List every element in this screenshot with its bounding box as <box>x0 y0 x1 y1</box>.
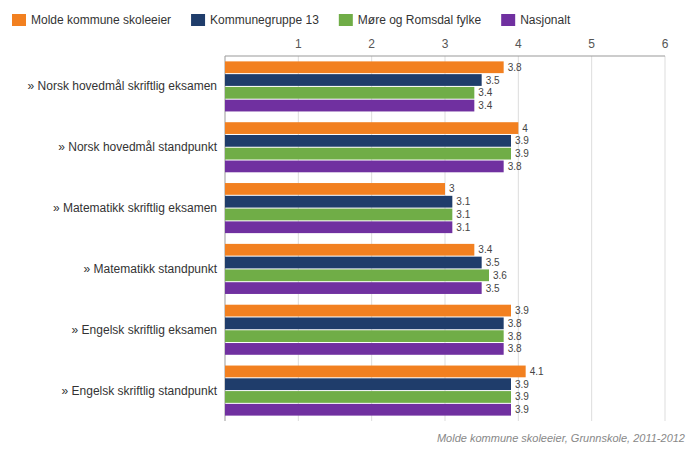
bar <box>225 282 482 294</box>
category-label: » Engelsk skriftlig standpunkt <box>62 384 218 398</box>
category-label: » Norsk hovedmål skriftlig eksamen <box>28 79 217 93</box>
bar <box>225 196 452 208</box>
bar <box>225 161 504 173</box>
grid-line <box>665 56 666 421</box>
data-label: 3.1 <box>456 209 470 220</box>
legend-swatch <box>501 14 515 26</box>
data-label: 3.8 <box>508 62 522 73</box>
data-label: 3.9 <box>515 391 529 402</box>
data-label: 3.4 <box>478 100 492 111</box>
category-label: » Engelsk skriftlig eksamen <box>72 323 217 337</box>
tick-label: 4 <box>515 37 522 51</box>
bar <box>225 209 452 221</box>
legend-label: Møre og Romsdal fylke <box>358 13 482 27</box>
data-label: 3.8 <box>508 343 522 354</box>
chart-container: 1234563.8433.43.94.13.53.93.13.53.83.93.… <box>0 0 695 451</box>
data-label: 3.6 <box>493 270 507 281</box>
bars <box>225 61 526 415</box>
bar <box>225 378 511 390</box>
data-label: 4 <box>522 123 528 134</box>
bar <box>225 183 445 195</box>
data-label: 3.8 <box>508 318 522 329</box>
data-label: 3.9 <box>515 404 529 415</box>
bar <box>225 404 511 416</box>
tick-label: 3 <box>442 37 449 51</box>
data-label: 3.1 <box>456 196 470 207</box>
tick-label: 5 <box>588 37 595 51</box>
bar <box>225 269 489 281</box>
legend-swatch <box>339 14 353 26</box>
legend-swatch <box>191 14 205 26</box>
category-label: » Matematikk standpunkt <box>84 262 218 276</box>
legend-label: Kommunegruppe 13 <box>210 13 319 27</box>
data-label: 3.5 <box>486 75 500 86</box>
data-label: 3 <box>449 183 455 194</box>
data-label: 3.8 <box>508 161 522 172</box>
bar <box>225 257 482 269</box>
data-label: 3.5 <box>486 283 500 294</box>
legend: Molde kommune skoleeier Kommunegruppe 13 M… <box>12 13 571 27</box>
bar <box>225 305 511 317</box>
data-label: 3.9 <box>515 135 529 146</box>
bar <box>225 330 504 342</box>
footnote: Molde kommune skoleeier, Grunnskole, 201… <box>437 432 685 444</box>
legend-label: Molde kommune skoleeier <box>31 13 171 27</box>
tick-label: 1 <box>295 37 302 51</box>
data-label: 3.5 <box>486 257 500 268</box>
bar <box>225 366 526 378</box>
bar <box>225 74 482 86</box>
category-label: » Norsk hovedmål standpunkt <box>58 140 217 154</box>
data-label: 3.4 <box>478 87 492 98</box>
category-label: » Matematikk skriftlig eksamen <box>53 201 217 215</box>
y-axis: » Norsk hovedmål skriftlig eksamen » Nors… <box>28 79 218 397</box>
bar <box>225 135 511 147</box>
bar <box>225 122 518 134</box>
data-label: 3.4 <box>478 244 492 255</box>
chart: 1234563.8433.43.94.13.53.93.13.53.83.93.… <box>0 0 695 451</box>
legend-swatch <box>12 14 26 26</box>
grid-line <box>591 56 592 421</box>
data-labels: 3.8433.43.94.13.53.93.13.53.83.93.43.93.… <box>449 62 544 415</box>
bar <box>225 391 511 403</box>
axis-line <box>225 56 665 57</box>
data-label: 3.1 <box>456 222 470 233</box>
tick-label: 6 <box>662 37 669 51</box>
data-label: 3.8 <box>508 331 522 342</box>
data-label: 4.1 <box>530 366 544 377</box>
bar <box>225 100 474 112</box>
legend-label: Nasjonalt <box>520 13 571 27</box>
tick-label: 2 <box>368 37 375 51</box>
data-label: 3.9 <box>515 305 529 316</box>
bar <box>225 61 504 73</box>
bar <box>225 148 511 160</box>
bar <box>225 343 504 355</box>
bar <box>225 317 504 329</box>
data-label: 3.9 <box>515 148 529 159</box>
data-label: 3.9 <box>515 379 529 390</box>
x-axis: 1 2 3 4 5 6 <box>225 37 669 421</box>
bar <box>225 244 474 256</box>
bar <box>225 87 474 99</box>
bar <box>225 221 452 233</box>
